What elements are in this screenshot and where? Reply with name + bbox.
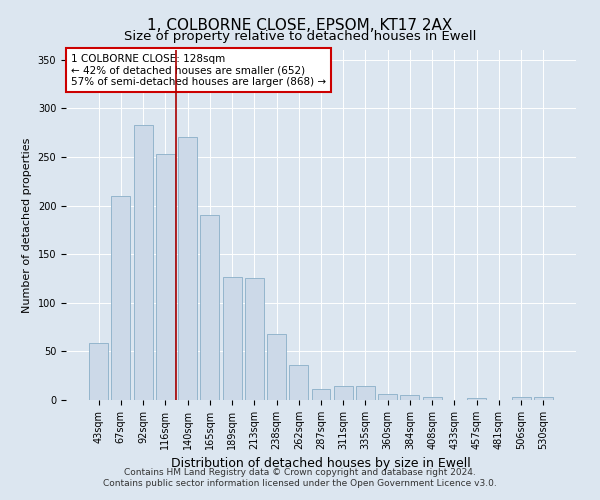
Y-axis label: Number of detached properties: Number of detached properties bbox=[22, 138, 32, 312]
Bar bbox=[512, 397, 530, 400]
Bar bbox=[267, 334, 286, 400]
Bar bbox=[223, 276, 242, 400]
Bar bbox=[245, 278, 264, 400]
Bar bbox=[311, 390, 331, 400]
Bar bbox=[467, 398, 486, 400]
X-axis label: Distribution of detached houses by size in Ewell: Distribution of detached houses by size … bbox=[171, 458, 471, 470]
Bar bbox=[156, 154, 175, 400]
Bar bbox=[289, 365, 308, 400]
Bar bbox=[200, 216, 219, 400]
Bar bbox=[356, 386, 375, 400]
Bar bbox=[378, 394, 397, 400]
Bar bbox=[178, 136, 197, 400]
Bar bbox=[112, 196, 130, 400]
Text: 1, COLBORNE CLOSE, EPSOM, KT17 2AX: 1, COLBORNE CLOSE, EPSOM, KT17 2AX bbox=[148, 18, 452, 32]
Bar bbox=[400, 395, 419, 400]
Bar bbox=[134, 125, 152, 400]
Text: 1 COLBORNE CLOSE: 128sqm
← 42% of detached houses are smaller (652)
57% of semi-: 1 COLBORNE CLOSE: 128sqm ← 42% of detach… bbox=[71, 54, 326, 86]
Bar bbox=[423, 397, 442, 400]
Bar bbox=[334, 386, 353, 400]
Bar bbox=[534, 397, 553, 400]
Text: Contains HM Land Registry data © Crown copyright and database right 2024.
Contai: Contains HM Land Registry data © Crown c… bbox=[103, 468, 497, 487]
Text: Size of property relative to detached houses in Ewell: Size of property relative to detached ho… bbox=[124, 30, 476, 43]
Bar bbox=[89, 342, 108, 400]
